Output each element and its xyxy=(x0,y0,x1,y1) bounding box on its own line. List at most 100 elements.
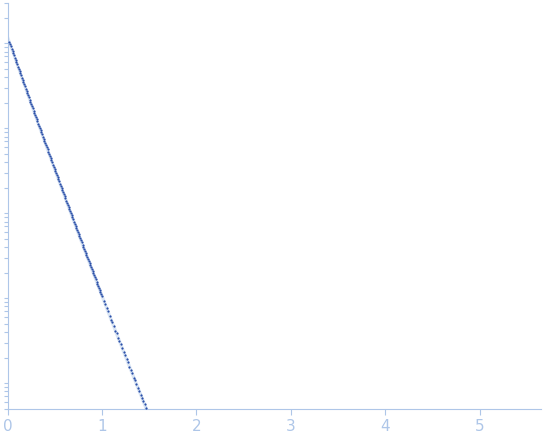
Point xyxy=(24,92,33,99)
Point xyxy=(42,142,51,149)
Point xyxy=(78,241,87,248)
Point xyxy=(32,116,41,123)
Point xyxy=(26,98,35,105)
Point xyxy=(29,107,38,114)
Point xyxy=(13,61,22,68)
Point xyxy=(90,272,98,279)
Point xyxy=(34,120,42,127)
Point xyxy=(91,276,100,283)
Point xyxy=(85,260,94,267)
Point xyxy=(21,83,29,90)
Point xyxy=(17,72,26,79)
Point xyxy=(100,297,108,304)
Point xyxy=(87,264,96,271)
Point xyxy=(42,144,51,151)
Point xyxy=(146,415,155,422)
Point xyxy=(15,65,23,72)
Point xyxy=(41,139,50,146)
Point xyxy=(83,253,91,260)
Point xyxy=(67,212,76,219)
Point xyxy=(10,52,18,59)
Point xyxy=(147,420,156,427)
Point xyxy=(32,114,40,121)
Point xyxy=(138,394,146,401)
Point xyxy=(131,376,139,383)
Point xyxy=(95,284,103,291)
Point xyxy=(118,345,127,352)
Point xyxy=(55,178,64,185)
Point xyxy=(62,197,71,204)
Point xyxy=(28,105,37,112)
Point xyxy=(53,172,61,179)
Point xyxy=(88,266,96,273)
Point xyxy=(66,208,75,215)
Point xyxy=(96,288,105,295)
Point xyxy=(18,76,27,83)
Point xyxy=(111,327,120,334)
Point xyxy=(15,67,24,74)
Point xyxy=(102,305,111,312)
Point xyxy=(152,430,160,437)
Point xyxy=(94,282,102,289)
Point xyxy=(60,193,69,200)
Point xyxy=(97,290,106,297)
Point xyxy=(19,79,28,86)
Point xyxy=(142,405,151,412)
Point xyxy=(5,38,14,45)
Point xyxy=(14,63,22,70)
Point xyxy=(144,409,152,416)
Point xyxy=(39,133,47,140)
Point xyxy=(139,397,148,404)
Point xyxy=(21,85,30,92)
Point xyxy=(23,90,32,97)
Point xyxy=(71,222,80,229)
Point xyxy=(9,50,18,57)
Point xyxy=(48,159,57,166)
Point xyxy=(101,301,110,308)
Point xyxy=(8,48,17,55)
Point xyxy=(133,384,142,391)
Point xyxy=(129,374,138,381)
Point xyxy=(55,180,64,187)
Point xyxy=(60,191,69,198)
Point xyxy=(57,182,65,189)
Point xyxy=(51,167,60,174)
Point xyxy=(104,308,113,315)
Point xyxy=(44,148,53,155)
Point xyxy=(82,251,91,258)
Point xyxy=(135,387,144,394)
Point xyxy=(75,231,83,238)
Point xyxy=(37,129,46,136)
Point xyxy=(73,226,82,233)
Point xyxy=(112,330,121,337)
Point xyxy=(30,109,39,116)
Point xyxy=(20,81,29,88)
Point xyxy=(140,401,149,408)
Point xyxy=(88,268,97,275)
Point xyxy=(84,256,92,263)
Point xyxy=(107,316,115,323)
Point xyxy=(38,131,46,138)
Point xyxy=(57,184,66,191)
Point xyxy=(22,87,31,94)
Point xyxy=(61,195,70,202)
Point xyxy=(46,155,55,162)
Point xyxy=(72,224,81,231)
Point xyxy=(149,422,158,429)
Point xyxy=(80,245,89,252)
Point xyxy=(77,239,86,246)
Point xyxy=(10,54,19,61)
Point xyxy=(132,380,141,387)
Point xyxy=(98,292,107,299)
Point xyxy=(81,247,89,254)
Point xyxy=(145,413,153,420)
Point xyxy=(24,94,33,101)
Point xyxy=(7,43,15,50)
Point xyxy=(126,367,135,374)
Point xyxy=(39,135,48,142)
Point xyxy=(27,101,35,108)
Point xyxy=(89,270,98,277)
Point xyxy=(128,369,137,376)
Point xyxy=(64,201,72,208)
Point xyxy=(93,280,102,287)
